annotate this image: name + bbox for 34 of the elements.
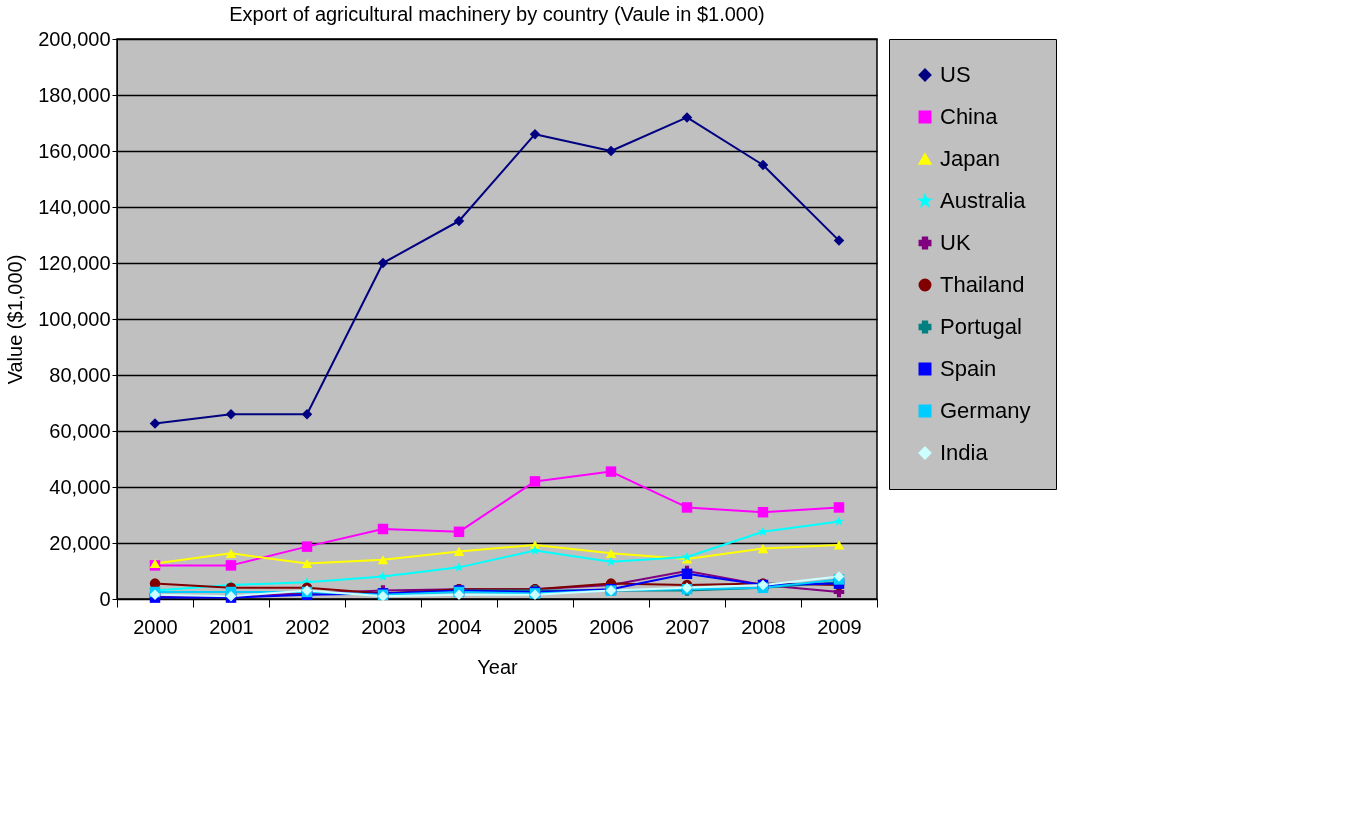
x-tick-label: 2003	[361, 615, 406, 638]
x-tick-label: 2008	[741, 615, 786, 638]
x-axis-title: Year	[477, 655, 519, 678]
x-tick-label: 2000	[133, 615, 178, 638]
x-tick-label: 2004	[437, 615, 482, 638]
legend-label: India	[940, 440, 989, 465]
x-tick-label: 2002	[285, 615, 330, 638]
x-tick-label: 2009	[817, 615, 862, 638]
y-tick-label: 140,000	[38, 195, 111, 218]
y-tick-label: 120,000	[38, 251, 111, 274]
legend-label: Germany	[940, 398, 1031, 423]
y-tick-label: 200,000	[38, 27, 111, 50]
y-tick-label: 0	[99, 587, 111, 610]
legend-label: Portugal	[940, 314, 1022, 339]
legend-label: Australia	[940, 188, 1027, 213]
y-tick-label: 40,000	[49, 475, 111, 498]
y-tick-label: 60,000	[49, 419, 111, 442]
y-tick-label: 160,000	[38, 139, 111, 162]
x-tick-label: 2001	[209, 615, 254, 638]
y-tick-label: 20,000	[49, 531, 111, 554]
legend-label: Thailand	[940, 272, 1025, 297]
chart-title: Export of agricultural machinery by country (Vaule in $1.000)	[229, 3, 765, 25]
legend-label: Japan	[940, 146, 1000, 171]
legend-label: China	[940, 104, 999, 129]
x-tick-label: 2006	[589, 615, 634, 638]
x-tick-label: 2007	[665, 615, 710, 638]
y-tick-label: 80,000	[49, 363, 111, 386]
legend-label: US	[940, 62, 971, 87]
legend-label: Spain	[940, 356, 997, 381]
x-tick-label: 2005	[513, 615, 558, 638]
y-axis-title: Value ($1,000)	[4, 254, 27, 385]
y-tick-label: 180,000	[38, 83, 111, 106]
y-tick-label: 100,000	[38, 307, 111, 330]
legend-label: UK	[940, 230, 971, 255]
